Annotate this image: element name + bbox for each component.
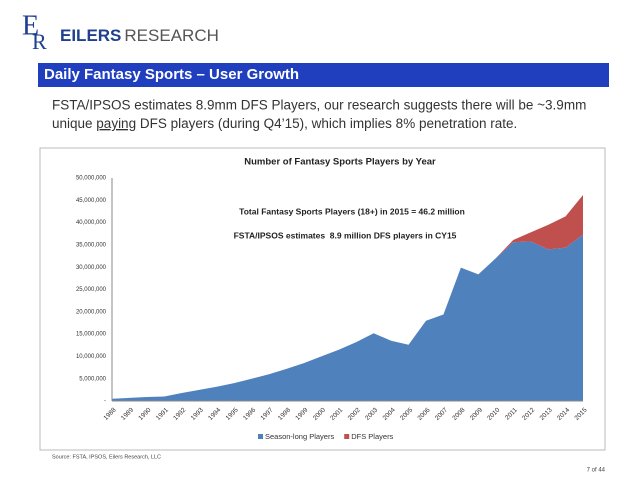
- body-text: DFS players (during Q4’15), which implie…: [136, 116, 517, 131]
- y-tick-label: 10,000,000: [76, 354, 107, 360]
- legend-label: DFS Players: [351, 432, 393, 441]
- y-tick-label: 5,000,000: [79, 376, 106, 382]
- y-tick-label: 40,000,000: [76, 220, 107, 226]
- logo-name: EILERS RESEARCH: [60, 26, 219, 45]
- logo-light: RESEARCH: [124, 26, 218, 45]
- annotation: FSTA/IPSOS estimates 8.9 million DFS pla…: [234, 230, 457, 240]
- body-underlined: paying: [96, 116, 136, 131]
- chart-title: Number of Fantasy Sports Players by Year: [244, 157, 436, 168]
- body-line: FSTA/IPSOS estimates 8.9mm DFS Players, …: [52, 98, 586, 113]
- source: Source: FSTA, IPSOS, Eilers Research, LL…: [52, 454, 161, 460]
- y-tick-label: -: [104, 399, 106, 405]
- area: [112, 234, 583, 401]
- header-title: Daily Fantasy Sports – User Growth: [44, 66, 299, 83]
- y-tick-label: 50,000,000: [76, 176, 107, 182]
- body-text: unique: [52, 116, 96, 131]
- legend-swatch: [258, 434, 263, 439]
- annotation: Total Fantasy Sports Players (18+) in 20…: [239, 206, 465, 216]
- y-tick-label: 15,000,000: [76, 332, 107, 338]
- header-bar: [38, 63, 609, 87]
- logo-letter: R: [32, 29, 47, 54]
- logo-letter: E: [22, 10, 39, 41]
- y-tick-label: 30,000,000: [76, 265, 107, 271]
- body-line: unique paying DFS players (during Q4’15)…: [52, 116, 517, 131]
- logo-bold: EILERS: [60, 26, 121, 45]
- y-tick-label: 35,000,000: [76, 242, 107, 248]
- legend-swatch: [344, 434, 350, 439]
- y-tick-label: 25,000,000: [76, 287, 107, 293]
- legend-label: Season-long Players: [265, 432, 334, 441]
- y-tick-label: 45,000,000: [76, 198, 107, 204]
- page-number: 7 of 44: [587, 468, 606, 474]
- y-tick-label: 20,000,000: [76, 309, 107, 315]
